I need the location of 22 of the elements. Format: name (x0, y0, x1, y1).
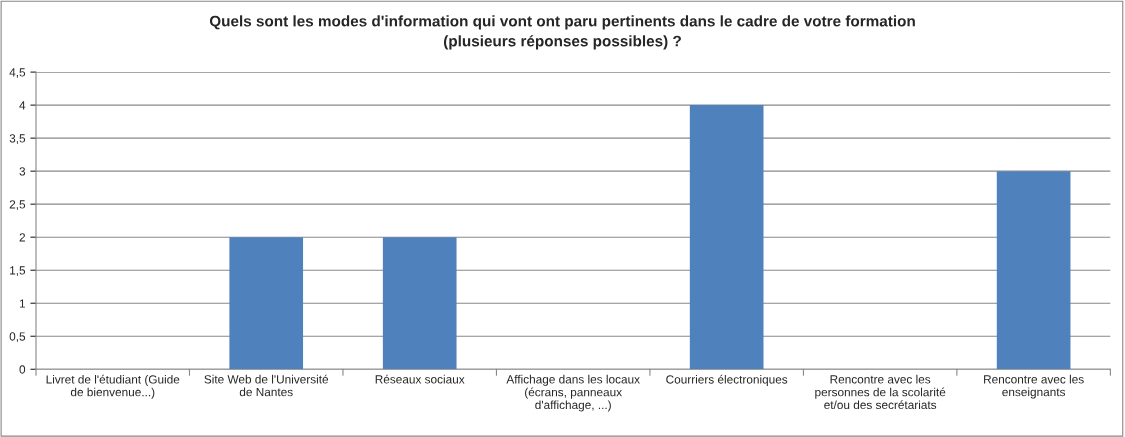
y-tick-label: 1 (19, 299, 26, 308)
y-tick-label: 4,5 (9, 68, 26, 78)
x-tick-label: Rencontre avec les enseignants (984, 374, 1084, 399)
chart-title: Quels sont les modes d'information qui vont ont paru pertinents dans le cadre de votre formation (plusieurs réponses possibles) ? (209, 15, 915, 50)
y-tick-label: 2,5 (9, 200, 26, 210)
bar (382, 237, 457, 370)
y-tick-label: 2 (19, 233, 25, 242)
bar (996, 171, 1071, 370)
bar (689, 105, 764, 370)
x-tick-label: Courriers électroniques (666, 374, 788, 386)
x-tick-label: Réseaux sociaux (375, 374, 465, 384)
x-tick-label: Rencontre avec les personnes de la scolarité et/ou des secrétariats (815, 374, 946, 410)
y-tick-label: 0,5 (9, 332, 26, 343)
x-tick-label: Livret de l'étudiant (Guide de bienvenue...) (46, 374, 180, 399)
y-tick-label: 4 (19, 101, 26, 110)
x-tick-label: Affichage dans les locaux (écrans, panneaux d'affichage, ...) (506, 374, 640, 412)
bar (229, 237, 304, 370)
x-tick-label: Site Web de l'Université de Nantes (204, 374, 329, 397)
y-tick-label: 3,5 (9, 134, 26, 144)
y-tick-label: 3 (19, 167, 26, 176)
y-tick-label: 1,5 (10, 266, 26, 276)
y-tick-label: 0 (19, 365, 26, 374)
